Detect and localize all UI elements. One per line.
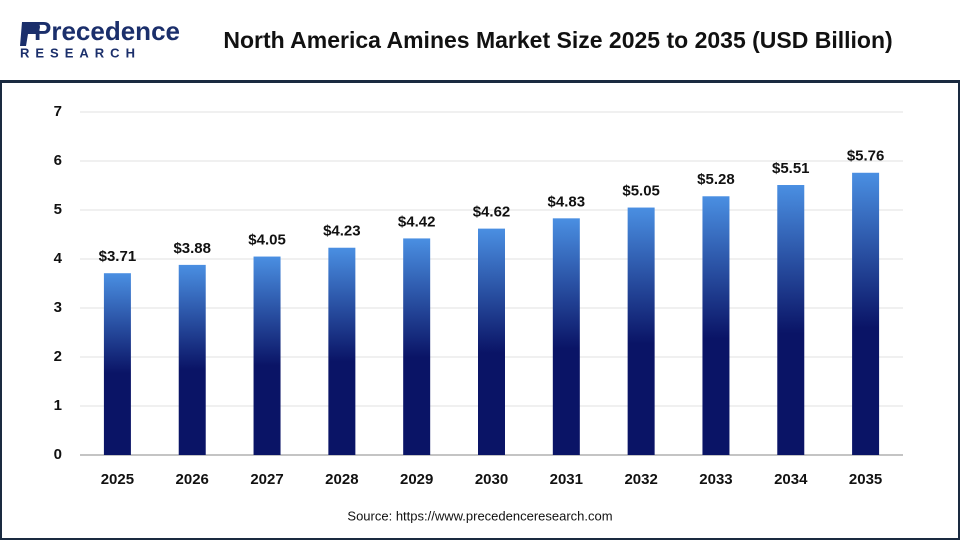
x-tick-label: 2027 [250, 471, 283, 488]
logo-name: Precedence [34, 16, 180, 46]
y-tick-label: 4 [54, 250, 63, 267]
y-tick-label: 2 [54, 348, 62, 365]
source: Source: https://www.precedenceresearch.c… [347, 508, 612, 523]
bar [777, 185, 805, 455]
value-label: $5.51 [772, 160, 810, 177]
bar [178, 264, 206, 455]
bar [403, 238, 431, 455]
x-tick-label: 2025 [101, 471, 134, 488]
value-label: $3.88 [173, 240, 211, 257]
value-label: $5.28 [697, 171, 735, 188]
x-tick-label: 2034 [774, 471, 808, 488]
value-label: $3.71 [99, 248, 137, 265]
value-label: $4.42 [398, 213, 436, 230]
x-tick-label: 2032 [624, 471, 657, 488]
bar [552, 218, 580, 455]
value-label: $4.83 [548, 193, 586, 210]
bar [253, 256, 281, 455]
value-label: $4.62 [473, 204, 511, 221]
chart-title: North America Amines Market Size 2025 to… [223, 27, 892, 53]
bar [103, 273, 131, 455]
bar [702, 196, 730, 455]
bar [852, 172, 880, 455]
y-tick-label: 3 [54, 299, 62, 316]
bar [328, 247, 356, 455]
y-tick-label: 7 [54, 103, 62, 120]
y-tick-label: 6 [54, 152, 62, 169]
value-label: $4.05 [248, 232, 286, 249]
x-tick-label: 2033 [699, 471, 732, 488]
value-label: $4.23 [323, 223, 361, 240]
x-tick-label: 2029 [400, 471, 433, 488]
value-label: $5.76 [847, 148, 885, 165]
y-tick-label: 1 [54, 397, 62, 414]
bar [627, 207, 655, 455]
x-tick-label: 2030 [475, 471, 508, 488]
y-tick-label: 5 [54, 201, 62, 218]
x-tick-label: 2026 [176, 471, 209, 488]
logo-icon [20, 22, 40, 46]
x-tick-label: 2031 [550, 471, 583, 488]
value-label: $5.05 [622, 183, 660, 200]
frame [0, 81, 960, 540]
logo-tagline: RESEARCH [20, 45, 141, 60]
y-tick-label: 0 [54, 446, 62, 463]
bar [478, 228, 505, 455]
x-tick-label: 2035 [849, 471, 882, 488]
x-tick-label: 2028 [325, 471, 358, 488]
